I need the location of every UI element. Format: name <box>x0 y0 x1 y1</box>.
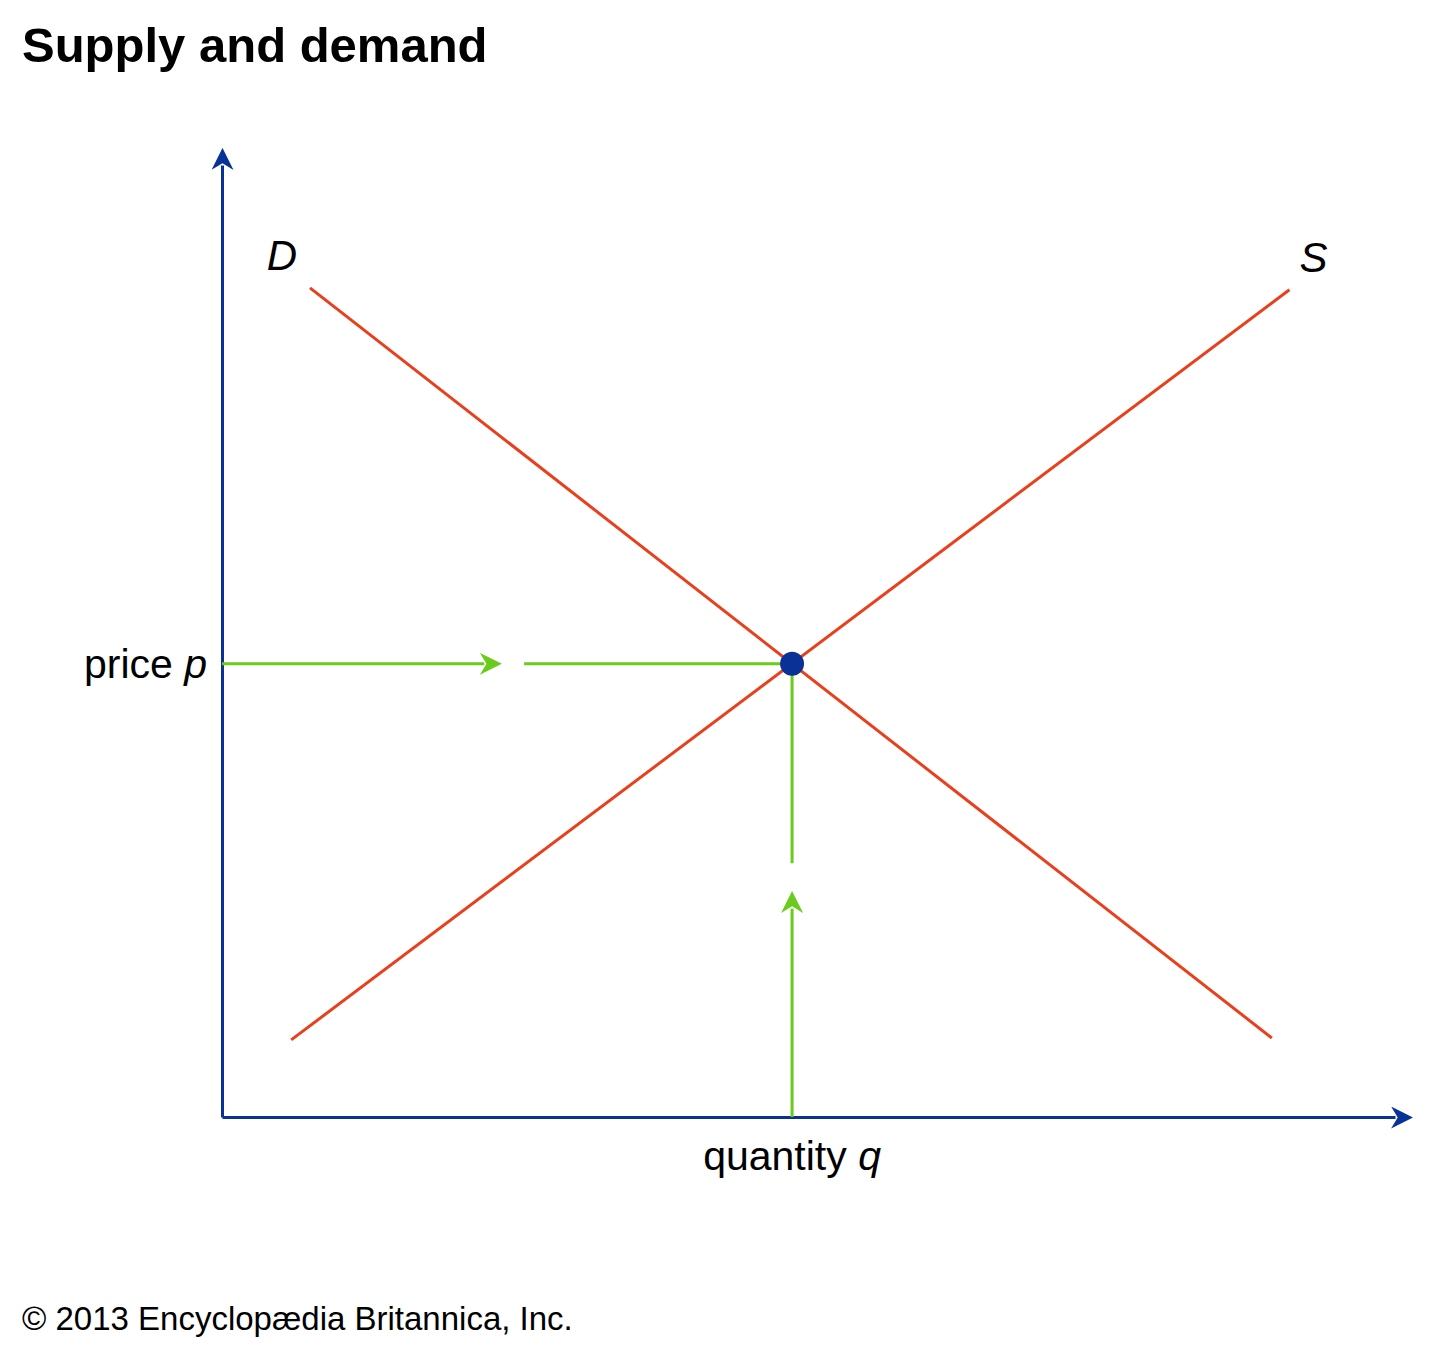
x-axis-label: quantity q <box>703 1133 881 1179</box>
axis-line <box>223 1116 1396 1119</box>
x-axis <box>223 1117 1396 1118</box>
curve-s <box>291 290 1289 1040</box>
quantity-guide-arrow <box>791 909 794 1117</box>
title: Supply and demand <box>22 18 488 72</box>
chart: Supply and demand © 2013 Encyclopædia Bri… <box>0 0 1456 1353</box>
price-guide-arrow <box>222 662 484 665</box>
curve-d <box>310 288 1272 1038</box>
credit: © 2013 Encyclopædia Britannica, Inc. <box>22 1300 573 1337</box>
y-axis-label: price p <box>84 641 207 687</box>
equilibrium-point <box>780 652 804 676</box>
price-guide <box>524 662 792 665</box>
axis-line <box>221 166 224 1118</box>
curve-label: D <box>267 232 297 279</box>
y-axis <box>222 166 223 1118</box>
curve-label: S <box>1299 234 1327 281</box>
plot-area <box>222 288 1289 1117</box>
quantity-guide <box>791 664 794 863</box>
